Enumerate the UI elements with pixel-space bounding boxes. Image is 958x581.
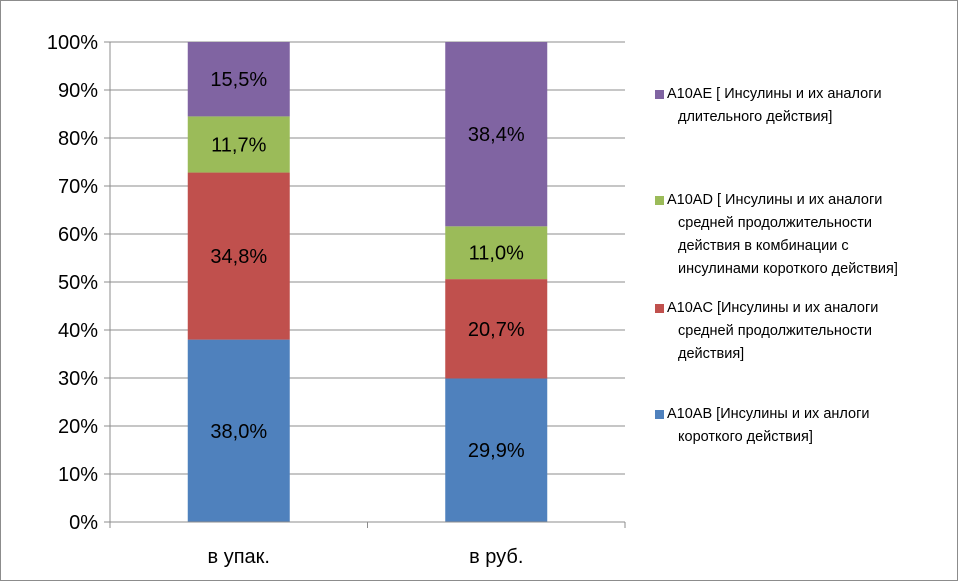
bar-segment (445, 279, 548, 379)
data-label: 11,7% (211, 134, 266, 156)
legend-swatch (655, 410, 664, 419)
y-tick-label: 40% (58, 320, 98, 342)
legend-entry-text: длительного действия] (678, 109, 832, 125)
y-tick-label: 100% (47, 32, 98, 54)
data-label: 20,7% (468, 319, 525, 341)
bar-segment (187, 42, 290, 117)
data-label: 38,0% (210, 421, 267, 443)
y-tick-label: 10% (58, 464, 98, 486)
y-tick-label: 0% (69, 512, 98, 534)
legend-entry-text: A10AB [Инсулины и их анлоги (667, 406, 869, 422)
legend-swatch (655, 90, 664, 99)
legend: A10AE [ Инсулины и их аналоги длительного… (655, 86, 898, 445)
legend-entry-text: действия] (678, 346, 744, 362)
legend-entry-text: действия в комбинации с (678, 238, 849, 254)
legend-entry-text: A10AE [ Инсулины и их аналоги (667, 86, 882, 102)
y-tick-label: 20% (58, 416, 98, 438)
bar-segment (445, 226, 548, 280)
legend-entry-text: средней продолжительности (678, 215, 872, 231)
gridlines (110, 41, 625, 475)
legend-entry-text: короткого действия] (678, 429, 813, 445)
legend-entry-text: средней продолжительности (678, 323, 872, 339)
legend-swatch (655, 304, 664, 313)
bar-segment (187, 116, 290, 173)
category-label: в руб. (469, 546, 523, 568)
legend-entry-text: A10AC [Инсулины и их аналоги (667, 300, 878, 316)
category-label: в упак. (208, 546, 270, 568)
bar-segment (187, 172, 290, 340)
axes: 0% 10% 20% 30% 40% 50% 60% 70% 80% 90% 100% в упак.… (47, 32, 626, 568)
y-tick-label: 60% (58, 224, 98, 246)
bar-segment (445, 42, 548, 227)
data-label: 29,9% (468, 440, 525, 462)
legend-swatch (655, 196, 664, 205)
legend-entry-text: A10AD [ Инсулины и их аналоги (667, 192, 882, 208)
data-label: 11,0% (469, 243, 524, 265)
data-label: 15,5% (210, 69, 267, 91)
y-tick-label: 90% (58, 80, 98, 102)
y-tick-label: 70% (58, 176, 98, 198)
y-tick-label: 80% (58, 128, 98, 150)
y-tick-label: 50% (58, 272, 98, 294)
data-label: 38,4% (468, 124, 525, 146)
legend-entry-text: инсулинами короткого действия] (678, 261, 898, 277)
bars: 38,0% 34,8% 11,7% 15,5% 29,9% 20,7% 11,0% 38,4% (187, 42, 548, 522)
bar-segment (187, 339, 290, 522)
bar-segment (445, 378, 548, 522)
data-label: 34,8% (210, 246, 267, 268)
y-tick-label: 30% (58, 368, 98, 390)
